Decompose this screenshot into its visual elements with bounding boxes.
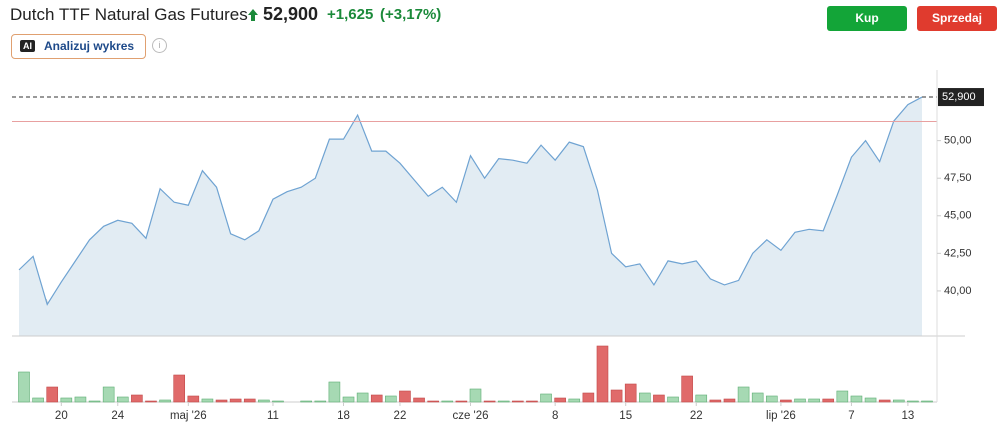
volume-bar	[455, 400, 468, 403]
volume-bar	[483, 400, 496, 403]
volume-bar	[413, 397, 425, 403]
volume-bar	[469, 388, 482, 403]
instrument-title: Dutch TTF Natural Gas Futures	[10, 5, 248, 24]
x-tick-label: 7	[848, 410, 854, 422]
volume-bar	[399, 390, 411, 403]
x-tick-label: 20	[55, 410, 68, 422]
volume-bar	[342, 396, 355, 403]
volume-bar	[765, 395, 778, 403]
volume-bar	[441, 400, 454, 403]
volume-bar	[892, 399, 905, 403]
last-price-box	[938, 88, 984, 107]
volume-bar	[497, 400, 510, 403]
ai-badge: AI	[20, 40, 35, 52]
x-tick-label: 22	[690, 410, 703, 422]
volume-bar	[243, 398, 256, 403]
volume-bar	[808, 398, 820, 403]
sell-button[interactable]: Sprzedaj	[917, 6, 997, 31]
y-tick-label: 40,00	[944, 285, 972, 297]
last-price-label: 52,900	[942, 91, 976, 103]
volume-bar	[314, 400, 327, 403]
volume-bar	[878, 399, 891, 403]
y-tick-label: 45,00	[944, 210, 972, 222]
volume-bar	[512, 400, 524, 403]
volume-bar	[907, 400, 919, 403]
volume-bar	[258, 399, 270, 403]
x-tick-label: 24	[111, 410, 124, 422]
volume-bar	[836, 390, 849, 403]
volume-bar	[864, 397, 877, 403]
y-tick-label: 50,00	[944, 135, 972, 147]
volume-bar	[32, 397, 44, 403]
x-tick-label: 22	[394, 410, 407, 422]
volume-bar	[215, 399, 228, 403]
analyze-label: Analizuj wykres	[44, 39, 135, 53]
volume-bar	[624, 383, 637, 403]
volume-bar	[173, 374, 186, 403]
x-tick-label: 13	[901, 410, 914, 422]
volume-bar	[554, 397, 566, 403]
volume-bar	[229, 398, 242, 403]
volume-bar	[201, 398, 214, 403]
x-tick-label: 11	[267, 410, 279, 422]
x-tick-label: lip '26	[766, 410, 796, 422]
volume-bar	[300, 400, 312, 403]
buy-button[interactable]: Kup	[827, 6, 907, 31]
x-tick-label: cze '26	[452, 410, 488, 422]
volume-bar	[370, 394, 383, 403]
volume-bar	[780, 399, 792, 403]
x-tick-label: 18	[337, 410, 350, 422]
volume-bar	[427, 400, 439, 403]
volume-bar	[794, 398, 806, 403]
volume-bar	[681, 375, 693, 403]
volume-bar	[102, 386, 115, 403]
volume-bar	[695, 394, 708, 403]
info-icon[interactable]: i	[152, 38, 167, 53]
volume-bar	[582, 392, 595, 403]
price-line	[18, 96, 923, 306]
y-tick-label: 42,50	[944, 247, 972, 259]
volume-bar	[639, 392, 651, 403]
volume-bar	[596, 345, 609, 403]
volume-bar	[116, 396, 129, 403]
volume-bar	[921, 400, 933, 403]
x-tick-label: maj '26	[170, 410, 207, 422]
volume-bar	[822, 398, 835, 403]
volume-bar	[737, 386, 750, 403]
volume-bar	[568, 398, 581, 403]
up-arrow	[248, 9, 258, 21]
volume-bar	[131, 394, 143, 403]
volume-bar	[653, 394, 665, 403]
x-tick-label: 8	[552, 410, 558, 422]
change: +1,625	[327, 6, 374, 23]
volume-bar	[526, 400, 538, 403]
volume-bar	[272, 400, 284, 403]
volume-bar	[46, 386, 59, 403]
change-pct: (+3,17%)	[380, 6, 442, 23]
volume-bar	[709, 399, 722, 403]
volume-bar	[723, 398, 736, 403]
volume-bar	[145, 400, 157, 403]
volume-bar	[88, 400, 101, 403]
y-tick-label: 47,50	[944, 172, 972, 184]
volume-bar	[328, 381, 341, 403]
volume-bar	[60, 397, 73, 403]
analyze-button[interactable]: AI Analizuj wykres	[11, 34, 146, 59]
volume-bar	[74, 396, 87, 403]
volume-bar	[667, 396, 679, 403]
volume-bar	[751, 392, 764, 403]
area	[19, 97, 922, 337]
volume-bar	[187, 395, 200, 403]
x-tick-label: 15	[619, 410, 632, 422]
volume-bar	[850, 395, 863, 403]
volume-bar	[385, 395, 397, 403]
volume-bar	[540, 393, 552, 403]
volume-bar	[356, 392, 369, 403]
volume-bar	[159, 399, 171, 403]
price: 52,900	[263, 4, 319, 24]
volume-bar	[18, 371, 30, 403]
volume-bar	[610, 389, 623, 403]
